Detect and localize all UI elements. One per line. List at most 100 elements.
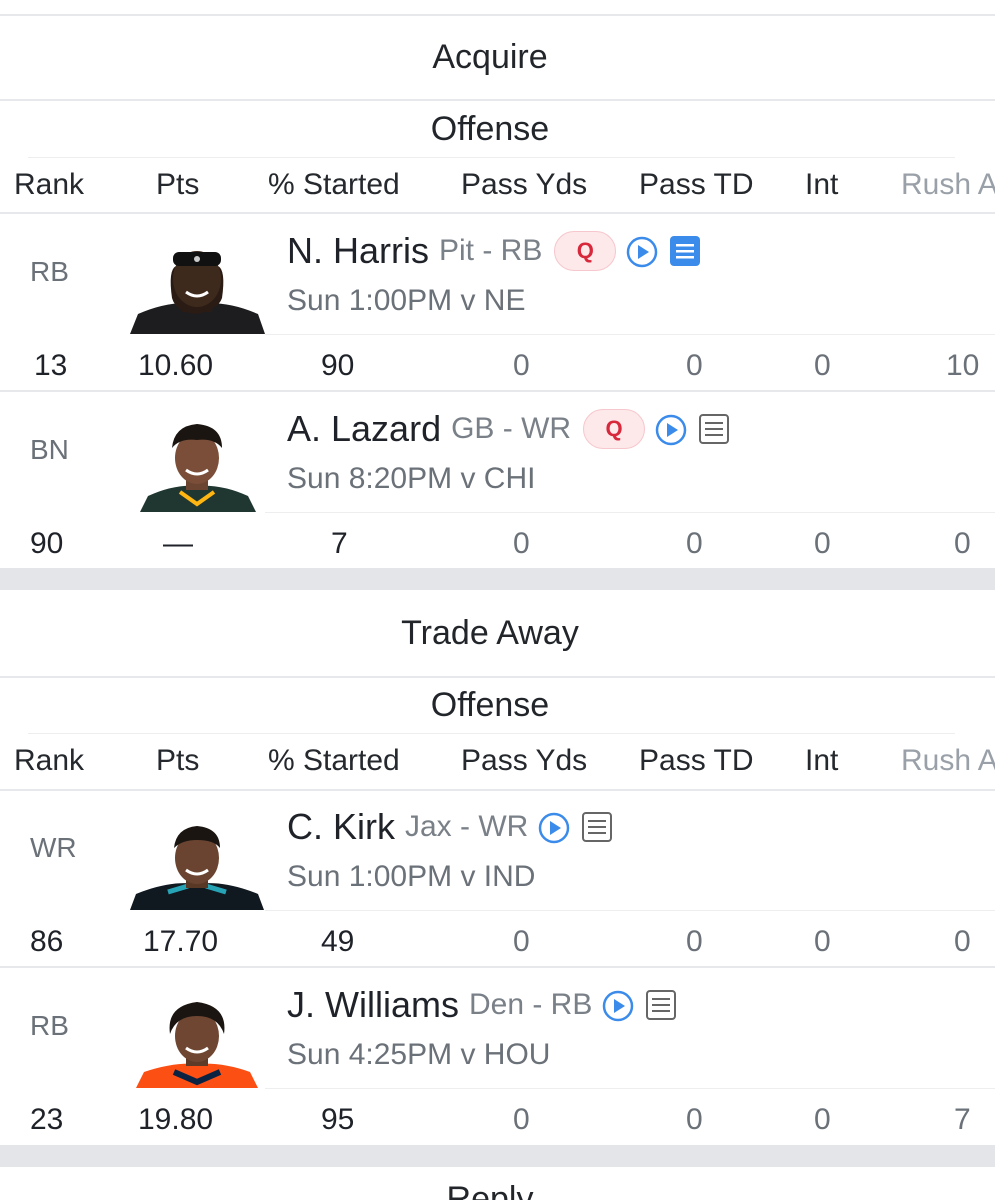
game-info: Sun 1:00PM v NE xyxy=(287,284,526,317)
notes-icon[interactable] xyxy=(644,988,678,1022)
stat-int: 0 xyxy=(814,349,831,382)
play-circle-icon[interactable] xyxy=(626,235,658,268)
roster-position: RB xyxy=(30,256,69,287)
stat-pass-td: 0 xyxy=(686,527,703,560)
questionable-badge: Q xyxy=(554,231,617,271)
section-gap xyxy=(0,1145,995,1167)
player-row[interactable]: RB J. Williams Den - RB Sun 4:25PM v HOU xyxy=(0,968,995,1088)
col-started[interactable]: % Started xyxy=(268,168,400,201)
group-divider xyxy=(28,733,955,734)
play-circle-icon[interactable] xyxy=(602,989,634,1022)
player-headshot xyxy=(130,988,265,1088)
game-info: Sun 1:00PM v IND xyxy=(287,860,536,893)
row-divider xyxy=(265,512,995,513)
row-divider xyxy=(265,1088,995,1089)
col-int[interactable]: Int xyxy=(805,168,839,201)
row-divider xyxy=(0,390,995,392)
stat-rush-att: 0 xyxy=(954,925,971,958)
col-pass-td[interactable]: Pass TD xyxy=(639,168,754,201)
section-title-trade-away: Trade Away xyxy=(401,614,579,652)
section-title-acquire: Acquire xyxy=(432,38,548,76)
notes-icon[interactable] xyxy=(668,234,702,268)
player-name-line: C. Kirk Jax - WR xyxy=(287,806,614,848)
stat-pass-td: 0 xyxy=(686,349,703,382)
roster-position: WR xyxy=(30,832,77,863)
col-pass-yds[interactable]: Pass Yds xyxy=(461,744,588,777)
stat-pts: 10.60 xyxy=(138,349,214,382)
player-headshot xyxy=(130,234,265,334)
column-header-row: Rank Pts % Started Pass Yds Pass TD Int … xyxy=(0,736,995,788)
player-headshot xyxy=(130,810,265,910)
stat-pass-yds: 0 xyxy=(513,349,530,382)
player-name[interactable]: A. Lazard xyxy=(287,408,442,449)
col-rush-att[interactable]: Rush A xyxy=(901,744,995,777)
stat-pts: 17.70 xyxy=(143,925,219,958)
player-row[interactable]: BN A. Lazard GB - WR Q Sun 8:20PM v CHI xyxy=(0,392,995,512)
player-name[interactable]: C. Kirk xyxy=(287,806,395,847)
stat-int: 0 xyxy=(814,925,831,958)
stat-started: 7 xyxy=(331,527,348,560)
notes-icon[interactable] xyxy=(697,412,731,446)
section-divider xyxy=(0,676,995,678)
row-divider xyxy=(265,334,995,335)
player-row[interactable]: WR C. Kirk Jax - WR Sun 1:00PM v IND xyxy=(0,790,995,910)
player-team-pos: Pit - RB xyxy=(439,234,543,267)
col-pts[interactable]: Pts xyxy=(156,744,200,777)
col-rank[interactable]: Rank xyxy=(14,168,85,201)
header-divider xyxy=(0,212,995,214)
stat-row: 23 19.80 95 0 0 0 7 xyxy=(0,1091,995,1147)
player-team-pos: GB - WR xyxy=(451,412,572,445)
stat-int: 0 xyxy=(814,527,831,560)
top-divider xyxy=(0,14,995,16)
game-info: Sun 4:25PM v HOU xyxy=(287,1038,551,1071)
stat-row: 13 10.60 90 0 0 0 10 xyxy=(0,337,995,393)
roster-position: BN xyxy=(30,434,69,465)
col-pass-yds[interactable]: Pass Yds xyxy=(461,168,588,201)
player-name-line: N. Harris Pit - RB Q xyxy=(287,230,702,272)
player-name[interactable]: N. Harris xyxy=(287,230,429,271)
group-title-offense: Offense xyxy=(430,110,550,148)
col-started[interactable]: % Started xyxy=(268,744,400,777)
player-name-line: J. Williams Den - RB xyxy=(287,984,678,1026)
col-int[interactable]: Int xyxy=(805,744,839,777)
col-pts[interactable]: Pts xyxy=(156,168,200,201)
stat-started: 49 xyxy=(321,925,355,958)
play-circle-icon[interactable] xyxy=(538,811,570,844)
column-header-row: Rank Pts % Started Pass Yds Pass TD Int … xyxy=(0,160,995,212)
player-row[interactable]: RB N. Harris Pit - RB Q Sun 1:00PM v NE xyxy=(0,214,995,334)
stat-pass-yds: 0 xyxy=(513,1103,530,1136)
stat-pass-td: 0 xyxy=(686,925,703,958)
col-rank[interactable]: Rank xyxy=(14,744,85,777)
stat-rush-att: 10 xyxy=(946,349,980,382)
stat-rank: 86 xyxy=(30,925,64,958)
player-name[interactable]: J. Williams xyxy=(287,984,459,1025)
col-pass-td[interactable]: Pass TD xyxy=(639,744,754,777)
stat-rank: 13 xyxy=(34,349,68,382)
header-divider xyxy=(0,789,995,791)
stat-pass-td: 0 xyxy=(686,1103,703,1136)
stat-row: 90 — 7 0 0 0 0 xyxy=(0,515,995,571)
stat-pts: 19.80 xyxy=(138,1103,214,1136)
notes-icon[interactable] xyxy=(580,810,614,844)
stat-rank: 90 xyxy=(30,527,64,560)
stat-pts: — xyxy=(163,527,193,560)
col-rush-att[interactable]: Rush A xyxy=(901,168,995,201)
stat-pass-yds: 0 xyxy=(513,925,530,958)
section-gap xyxy=(0,568,995,590)
player-team-pos: Jax - WR xyxy=(405,810,529,843)
stat-pass-yds: 0 xyxy=(513,527,530,560)
stat-rush-att: 7 xyxy=(954,1103,971,1136)
stat-int: 0 xyxy=(814,1103,831,1136)
roster-position: RB xyxy=(30,1010,69,1041)
group-divider xyxy=(28,157,955,158)
stat-rush-att: 0 xyxy=(954,527,971,560)
player-name-line: A. Lazard GB - WR Q xyxy=(287,408,731,450)
section-title-reply: Reply xyxy=(446,1180,534,1200)
game-info: Sun 8:20PM v CHI xyxy=(287,462,536,495)
row-divider xyxy=(265,910,995,911)
stat-row: 86 17.70 49 0 0 0 0 xyxy=(0,913,995,969)
questionable-badge: Q xyxy=(583,409,646,449)
group-title-offense: Offense xyxy=(430,686,550,724)
section-divider xyxy=(0,99,995,101)
play-circle-icon[interactable] xyxy=(655,413,687,446)
